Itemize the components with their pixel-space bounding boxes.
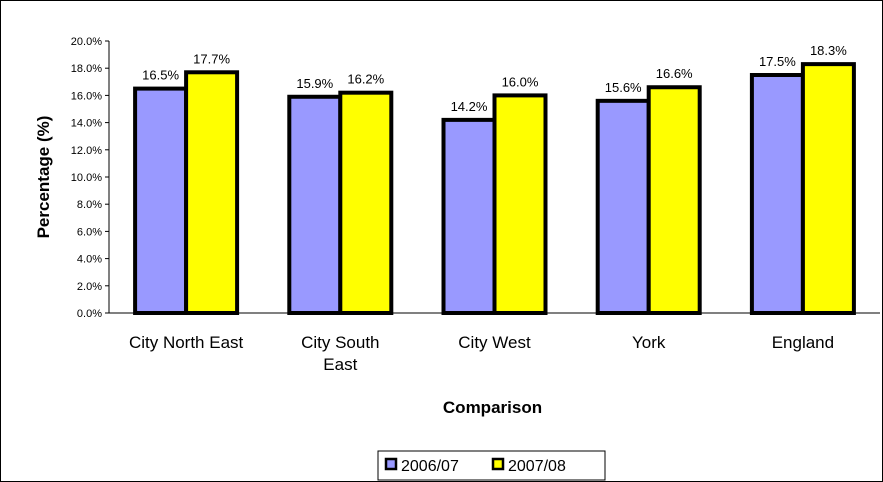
y-axis-title: Percentage (%)	[34, 116, 53, 239]
bar	[184, 70, 240, 315]
legend	[377, 450, 606, 481]
y-tick-label: 18.0%	[71, 63, 102, 75]
data-label: 15.6%	[605, 80, 642, 95]
legend-items: 2006/07 2007/08	[384, 457, 566, 475]
y-tick-label: 10.0%	[71, 172, 102, 184]
y-tick-label: 8.0%	[77, 199, 102, 211]
y-axis-ticks: 0.0% 2.0% 4.0% 6.0% 8.0% 10.0% 12.0% 14.0% 16.0%…	[71, 36, 109, 320]
y-tick-label: 14.0%	[71, 118, 102, 130]
bar-series	[133, 62, 856, 316]
legend-swatch	[491, 457, 505, 471]
bar	[646, 85, 702, 315]
data-label: 18.3%	[810, 43, 847, 58]
legend-label: 2007/08	[508, 458, 566, 475]
bar	[492, 93, 548, 316]
data-label: 16.2%	[347, 72, 384, 87]
data-label: 16.0%	[502, 74, 539, 89]
legend-label: 2006/07	[401, 458, 459, 475]
data-labels: 16.5% 17.7% 15.9% 16.2% 14.2% 16.0% 15.6% 16.6%…	[142, 43, 847, 114]
data-label: 16.6%	[656, 66, 693, 81]
bar	[287, 94, 343, 316]
y-tick-label: 12.0%	[71, 145, 102, 157]
data-label: 15.9%	[296, 76, 333, 91]
data-label: 16.5%	[142, 68, 179, 83]
legend-swatch	[384, 457, 398, 471]
x-tick-label: England	[772, 333, 834, 352]
y-tick-label: 4.0%	[77, 254, 102, 266]
bar	[441, 117, 497, 315]
y-tick-label: 6.0%	[77, 226, 102, 238]
y-tick-label: 20.0%	[71, 36, 102, 48]
x-axis-title: Comparison	[443, 398, 542, 417]
bar	[133, 86, 189, 315]
data-label: 17.5%	[759, 54, 796, 69]
x-tick-label: City North East	[129, 333, 244, 352]
bar	[749, 73, 805, 315]
y-tick-label: 0.0%	[77, 308, 102, 320]
y-tick-label: 16.0%	[71, 90, 102, 102]
data-label: 17.7%	[193, 51, 230, 66]
category-labels: City North East City South East City West Yo…	[129, 333, 834, 374]
data-label: 14.2%	[451, 99, 488, 114]
bar	[338, 90, 394, 316]
bar	[800, 62, 856, 316]
x-tick-label: York	[632, 333, 666, 352]
y-tick-label: 2.0%	[77, 281, 102, 293]
x-tick-label: City West	[458, 333, 531, 352]
x-tick-label: City South East	[301, 333, 379, 374]
bar	[595, 98, 651, 315]
